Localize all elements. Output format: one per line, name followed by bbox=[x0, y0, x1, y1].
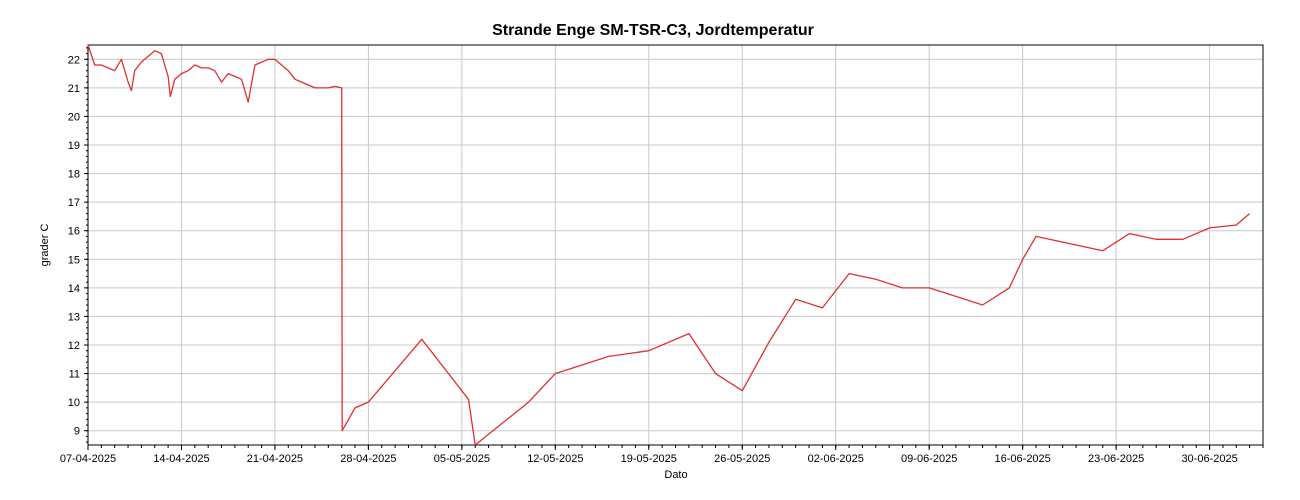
y-tick-label: 17 bbox=[68, 197, 80, 209]
y-tick-label: 14 bbox=[68, 283, 80, 295]
chart-title: Strande Enge SM-TSR-C3, Jordtemperatur bbox=[492, 22, 814, 39]
x-tick-label: 21-04-2025 bbox=[247, 453, 303, 465]
gridlines bbox=[87, 45, 1263, 445]
y-tick-label: 10 bbox=[68, 397, 80, 409]
x-tick-label: 14-04-2025 bbox=[153, 453, 209, 465]
y-tick-label: 15 bbox=[68, 254, 80, 266]
x-tick-label: 09-06-2025 bbox=[901, 453, 957, 465]
x-tick-label: 23-06-2025 bbox=[1088, 453, 1144, 465]
y-tick-label: 18 bbox=[68, 169, 80, 181]
x-tick-label: 02-06-2025 bbox=[808, 453, 864, 465]
x-tick-label: 07-04-2025 bbox=[60, 453, 116, 465]
x-tick-label: 16-06-2025 bbox=[995, 453, 1051, 465]
y-tick-label: 16 bbox=[68, 226, 80, 238]
y-tick-label: 21 bbox=[68, 83, 80, 95]
x-tick-label: 28-04-2025 bbox=[340, 453, 396, 465]
series-line bbox=[87, 44, 1251, 446]
x-tick-label: 05-05-2025 bbox=[434, 453, 490, 465]
x-tick-label: 19-05-2025 bbox=[621, 453, 677, 465]
y-tick-label: 13 bbox=[68, 311, 80, 323]
y-tick-label: 19 bbox=[68, 140, 80, 152]
y-tick-label: 9 bbox=[74, 426, 80, 438]
x-tick-label: 26-05-2025 bbox=[714, 453, 770, 465]
plot-area bbox=[87, 44, 1264, 446]
y-axis-label: grader C bbox=[39, 224, 51, 267]
y-tick-label: 11 bbox=[69, 369, 80, 381]
y-tick-label: 22 bbox=[68, 54, 80, 66]
x-tick-label: 30-06-2025 bbox=[1181, 453, 1237, 465]
y-tick-label: 12 bbox=[68, 340, 80, 352]
x-axis-label: Dato bbox=[664, 469, 687, 481]
x-tick-label: 12-05-2025 bbox=[527, 453, 583, 465]
y-tick-label: 20 bbox=[68, 111, 80, 123]
series-group bbox=[87, 44, 1251, 446]
axes: 9 10 11 12 13 14 15 16 17 18 19 20 21 22 07-04-2025 14-… bbox=[60, 47, 1264, 465]
